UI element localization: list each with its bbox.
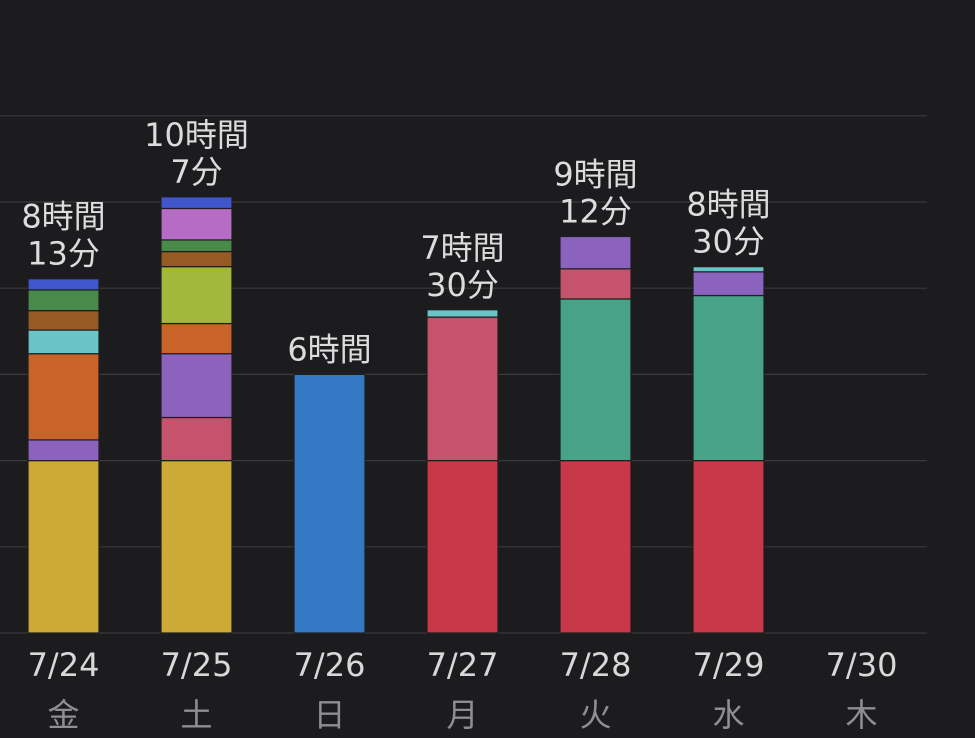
- bar-segment: [692, 460, 765, 634]
- bar-segment: [559, 235, 632, 270]
- bar-day-7-24[interactable]: [27, 278, 100, 634]
- bar-segment: [160, 250, 233, 268]
- date-label: 7/27: [427, 646, 499, 684]
- date-label: 7/26: [294, 646, 366, 684]
- bar-segment: [160, 196, 233, 210]
- bar-segment: [160, 353, 233, 419]
- total-label: 8時間: [21, 198, 105, 236]
- bar-segment: [160, 266, 233, 325]
- bar-segment: [27, 278, 100, 291]
- bar-day-7-26[interactable]: [293, 373, 366, 634]
- bar-day-7-28[interactable]: [559, 235, 632, 634]
- total-label: 30分: [692, 223, 765, 261]
- bar-segment: [293, 373, 366, 634]
- weekday-label: 日: [313, 696, 345, 734]
- bar-segment: [27, 310, 100, 331]
- bar-segment: [160, 416, 233, 462]
- weekday-label: 土: [180, 696, 212, 734]
- date-label: 7/24: [28, 646, 100, 684]
- bar-segment: [692, 266, 765, 273]
- weekday-label: 水: [712, 696, 744, 734]
- total-label: 9時間: [553, 155, 637, 193]
- bar-segment: [692, 294, 765, 462]
- bar-segment: [27, 353, 100, 441]
- total-label: 30分: [426, 266, 499, 304]
- date-label: 7/28: [560, 646, 632, 684]
- bar-segment: [426, 316, 499, 462]
- date-label: 7/29: [693, 646, 765, 684]
- bar-segment: [27, 439, 100, 462]
- weekday-label: 木: [845, 696, 877, 734]
- total-label: 12分: [559, 192, 632, 230]
- bar-segment: [692, 271, 765, 297]
- bar-segment: [160, 460, 233, 634]
- bar-segment: [559, 298, 632, 462]
- bars: [27, 196, 765, 634]
- bar-segment: [426, 309, 499, 318]
- weekday-label: 月: [446, 696, 478, 734]
- bar-segment: [27, 289, 100, 312]
- labels: 8時間13分7/24金10時間7分7/25土6時間7/26日7時間30分7/27…: [21, 116, 897, 734]
- weekday-label: 金: [47, 696, 79, 734]
- total-label: 13分: [27, 235, 100, 273]
- bar-segment: [27, 329, 100, 355]
- bar-segment: [559, 268, 632, 300]
- total-label: 7時間: [420, 229, 504, 267]
- bar-segment: [559, 460, 632, 634]
- bar-day-7-25[interactable]: [160, 196, 233, 634]
- date-label: 7/30: [826, 646, 898, 684]
- date-label: 7/25: [161, 646, 233, 684]
- weekday-label: 火: [579, 696, 611, 734]
- bar-segment: [160, 207, 233, 241]
- bar-segment: [27, 460, 100, 634]
- total-label: 8時間: [686, 186, 770, 224]
- bar-segment: [426, 460, 499, 634]
- bar-day-7-27[interactable]: [426, 309, 499, 634]
- total-label: 10時間: [144, 116, 249, 154]
- bar-segment: [160, 239, 233, 253]
- total-label: 7分: [170, 153, 222, 191]
- bar-day-7-29[interactable]: [692, 266, 765, 634]
- bar-segment: [160, 322, 233, 355]
- total-label: 6時間: [287, 330, 371, 368]
